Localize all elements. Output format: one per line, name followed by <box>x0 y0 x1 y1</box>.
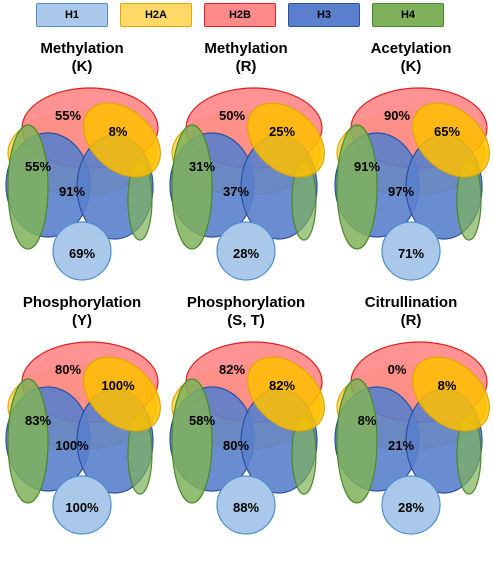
h1-percent-label: 88% <box>233 500 259 515</box>
h2a-percent-label: 25% <box>269 124 295 139</box>
legend: H1 H2A H2B H3 H4 <box>0 0 493 34</box>
modification-panel: Methylation (K) 55% 8% 55% 91% 69% <box>0 40 164 314</box>
legend-label-h2a: H2A <box>144 9 167 21</box>
h3-percent-label: 37% <box>223 184 249 199</box>
legend-label-h3: H3 <box>316 9 332 21</box>
h4-left-shape <box>7 124 49 250</box>
panel-title-residue: (R) <box>235 58 257 75</box>
panel-title-residue: (R) <box>400 312 422 329</box>
h1-shape <box>381 475 441 535</box>
h2a-overlay-shape <box>83 356 161 432</box>
h3-percent-label: 100% <box>55 438 89 453</box>
panel-title-residue: (S, T) <box>227 312 265 329</box>
h2a-percent-label: 100% <box>101 378 135 393</box>
h4-percent-label: 83% <box>25 413 51 428</box>
h1-percent-label: 100% <box>65 500 99 515</box>
h2b-percent-label: 82% <box>219 362 245 377</box>
legend-label-h1: H1 <box>64 9 80 21</box>
h3-percent-label: 21% <box>388 438 414 453</box>
legend-swatch-h4 <box>372 3 444 27</box>
modification-panel: Citrullination (R) 0% 8% 8% 21% 28% <box>329 294 493 568</box>
legend-swatch-h2b <box>204 3 276 27</box>
panel-title: Citrullination (R) <box>329 294 493 330</box>
h4-left-shape <box>171 124 213 250</box>
h4-percent-label: 31% <box>189 159 215 174</box>
panel-title: Acetylation (K) <box>329 40 493 76</box>
h2b-percent-label: 50% <box>219 108 245 123</box>
panel-title: Phosphorylation (S, T) <box>164 294 328 330</box>
h3-percent-label: 97% <box>388 184 414 199</box>
modification-panel: Methylation (R) 50% 25% 31% 37% 28% <box>164 40 328 314</box>
histone-venn-diagram: 90% 65% 91% 97% 71% <box>334 87 490 281</box>
h4-percent-label: 91% <box>354 159 380 174</box>
h2b-percent-label: 80% <box>55 362 81 377</box>
h1-shape <box>52 475 112 535</box>
histone-venn-diagram: 50% 25% 31% 37% 28% <box>169 87 325 281</box>
legend-swatch-h3 <box>288 3 360 27</box>
h2a-overlay-shape <box>83 102 161 178</box>
panel-title-modification: Acetylation <box>370 40 452 57</box>
h1-shape <box>52 221 112 281</box>
panel-title: Phosphorylation (Y) <box>0 294 164 330</box>
h2b-percent-label: 55% <box>55 108 81 123</box>
modification-panel: Phosphorylation (S, T) 82% 82% 58% 80% 88% <box>164 294 328 568</box>
h2a-overlay-shape <box>412 102 490 178</box>
h2b-percent-label: 0% <box>388 362 407 377</box>
panel-title-residue: (K) <box>71 58 93 75</box>
h3-percent-label: 80% <box>223 438 249 453</box>
panel-title-modification: Phosphorylation <box>186 294 306 311</box>
histone-venn-diagram: 82% 82% 58% 80% 88% <box>169 341 325 535</box>
panel-title-residue: (K) <box>400 58 422 75</box>
h4-left-shape <box>336 124 378 250</box>
h2a-percent-label: 65% <box>434 124 460 139</box>
h2a-percent-label: 8% <box>438 378 457 393</box>
panel-title-residue: (Y) <box>72 312 92 329</box>
h1-percent-label: 28% <box>398 500 424 515</box>
h1-percent-label: 71% <box>398 246 424 261</box>
h4-left-shape <box>171 378 213 504</box>
legend-label-h4: H4 <box>400 9 416 21</box>
h1-percent-label: 28% <box>233 246 259 261</box>
h1-shape <box>216 221 276 281</box>
legend-swatch-h1 <box>36 3 108 27</box>
h2a-percent-label: 82% <box>269 378 295 393</box>
legend-swatch-h2a <box>120 3 192 27</box>
panel-title-modification: Methylation <box>40 40 124 57</box>
h4-percent-label: 8% <box>358 413 377 428</box>
h2a-percent-label: 8% <box>109 124 128 139</box>
panel-title-modification: Phosphorylation <box>22 294 142 311</box>
panel-title-modification: Methylation <box>204 40 288 57</box>
h3-percent-label: 91% <box>59 184 85 199</box>
panel-title: Methylation (R) <box>164 40 328 76</box>
h4-left-shape <box>7 378 49 504</box>
h1-shape <box>216 475 276 535</box>
histone-venn-diagram: 0% 8% 8% 21% 28% <box>334 341 490 535</box>
h4-percent-label: 58% <box>189 413 215 428</box>
h2a-overlay-shape <box>247 102 325 178</box>
h1-shape <box>381 221 441 281</box>
h2a-overlay-shape <box>247 356 325 432</box>
h2a-overlay-shape <box>412 356 490 432</box>
histone-venn-diagram: 55% 8% 55% 91% 69% <box>5 87 161 281</box>
panel-title-modification: Citrullination <box>364 294 458 311</box>
h4-percent-label: 55% <box>25 159 51 174</box>
modification-panel: Acetylation (K) 90% 65% 91% 97% 71% <box>329 40 493 314</box>
h1-percent-label: 69% <box>69 246 95 261</box>
modification-panel: Phosphorylation (Y) 80% 100% 83% 100% 100% <box>0 294 164 568</box>
h4-left-shape <box>336 378 378 504</box>
panel-title: Methylation (K) <box>0 40 164 76</box>
h2b-percent-label: 90% <box>384 108 410 123</box>
legend-label-h2b: H2B <box>228 9 251 21</box>
histone-venn-diagram: 80% 100% 83% 100% 100% <box>5 341 161 535</box>
